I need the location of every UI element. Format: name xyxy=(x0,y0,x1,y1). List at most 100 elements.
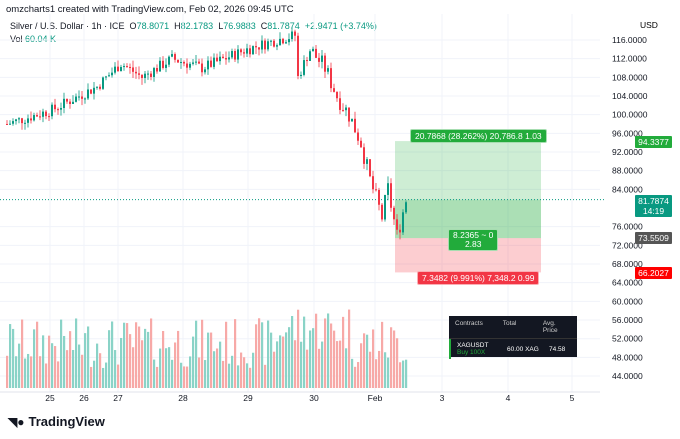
volume-bar xyxy=(312,328,315,388)
candle-body xyxy=(381,204,383,220)
volume-bar xyxy=(375,359,378,388)
candle-body xyxy=(147,73,149,75)
volume-bar xyxy=(66,350,69,388)
candle-body xyxy=(159,60,161,72)
candle-body xyxy=(171,54,173,57)
volume-bar xyxy=(390,327,393,388)
volume-bar xyxy=(267,320,270,388)
volume-bar xyxy=(243,357,246,388)
side[interactable]: Buy 100X xyxy=(457,349,486,356)
volume-bar xyxy=(6,355,9,388)
open-value: 78.8071 xyxy=(136,21,170,31)
candle-body xyxy=(339,98,341,110)
y-tick-label: 108.0000 xyxy=(612,72,648,82)
position-panel[interactable]: Contracts Total Avg. Price XAGUSDT Buy 10… xyxy=(449,316,577,359)
volume-bar xyxy=(324,318,327,388)
volume-bar xyxy=(162,331,165,388)
volume-bar xyxy=(399,362,402,388)
symbol-name[interactable]: Silver / U.S. Dollar · 1h · ICE xyxy=(10,21,125,31)
candle-body xyxy=(309,51,311,61)
volume-bar xyxy=(87,326,90,388)
risk-reward-label: 8.2365 ~ 0 2.83 xyxy=(448,229,499,251)
y-tick-label: 116.0000 xyxy=(612,35,647,45)
candle-body xyxy=(402,212,404,233)
tradingview-logo[interactable]: ◥● TradingView xyxy=(8,414,105,429)
volume-bar xyxy=(99,353,102,388)
candle-body xyxy=(288,39,290,43)
volume-bar xyxy=(174,342,177,388)
candle-body xyxy=(144,73,146,79)
candle-body xyxy=(321,55,323,62)
candle-body xyxy=(90,89,92,94)
volume-bar xyxy=(240,352,243,388)
volume-bar xyxy=(147,331,150,388)
candle-body xyxy=(333,88,335,92)
volume-bar xyxy=(141,340,144,388)
x-tick-label: 29 xyxy=(243,393,253,403)
candle-body xyxy=(234,51,236,60)
currency-label: USD xyxy=(640,20,658,30)
x-tick-label: 30 xyxy=(309,393,319,403)
volume-bar xyxy=(396,338,399,388)
volume-bar xyxy=(198,357,201,388)
candle-body xyxy=(135,71,137,74)
candle-body xyxy=(375,189,377,191)
volume-bar xyxy=(213,351,216,388)
volume-bar xyxy=(342,316,345,388)
candle-body xyxy=(294,31,296,36)
volume-bar xyxy=(210,332,213,388)
candle-body xyxy=(387,183,389,195)
candle-body xyxy=(201,63,203,73)
volume-bar xyxy=(345,348,348,388)
candle-body xyxy=(87,89,89,99)
candle-body xyxy=(108,75,110,77)
candle-body xyxy=(204,69,206,73)
candle-body xyxy=(36,115,38,117)
volume-bar xyxy=(42,335,45,388)
candle-body xyxy=(180,61,182,63)
candle-body xyxy=(303,60,305,75)
target-label: 20.7868 (28.262%) 20,786.8 1.03 xyxy=(410,129,547,143)
volume-bar xyxy=(273,351,276,388)
candle-body xyxy=(351,118,353,122)
candle-body xyxy=(324,55,326,72)
volume-bar xyxy=(60,319,63,388)
volume-bar xyxy=(102,367,105,388)
candle-body xyxy=(366,159,368,164)
candle-body xyxy=(6,124,8,126)
candle-body xyxy=(165,64,167,68)
volume-bar xyxy=(144,328,147,388)
pnl-text: 8.2365 ~ 0 xyxy=(453,230,494,240)
total: 60.00 XAG xyxy=(507,345,539,353)
volume-bar xyxy=(189,356,192,388)
volume-bar xyxy=(249,367,252,388)
y-tick-label: 100.0000 xyxy=(612,110,648,120)
candle-body xyxy=(369,159,371,177)
symbol-legend: Silver / U.S. Dollar · 1h · ICE O78.8071… xyxy=(10,21,377,47)
candle-body xyxy=(99,86,101,89)
volume-bar xyxy=(339,340,342,388)
volume-bar xyxy=(123,322,126,388)
candle-body xyxy=(189,63,191,68)
symbol: XAGUSDT xyxy=(457,342,489,349)
candle-body xyxy=(300,74,302,76)
volume-bar xyxy=(255,324,258,388)
volume-bar xyxy=(171,359,174,388)
candle-body xyxy=(267,41,269,50)
candle-body xyxy=(21,118,23,124)
candle-body xyxy=(360,140,362,148)
volume-bar xyxy=(360,343,363,388)
volume-bar xyxy=(330,323,333,388)
candle-body xyxy=(396,219,398,230)
candle-body xyxy=(336,91,338,99)
volume-bar xyxy=(264,364,267,388)
volume-bar xyxy=(84,333,87,388)
candle-body xyxy=(210,60,212,67)
candle-body xyxy=(315,48,317,58)
entry-price-tag: 73.5509 xyxy=(635,232,672,244)
volume-bar xyxy=(165,348,168,388)
candle-body xyxy=(384,194,386,220)
volume-value: 60.04 K xyxy=(25,34,57,44)
candle-body xyxy=(123,66,125,68)
